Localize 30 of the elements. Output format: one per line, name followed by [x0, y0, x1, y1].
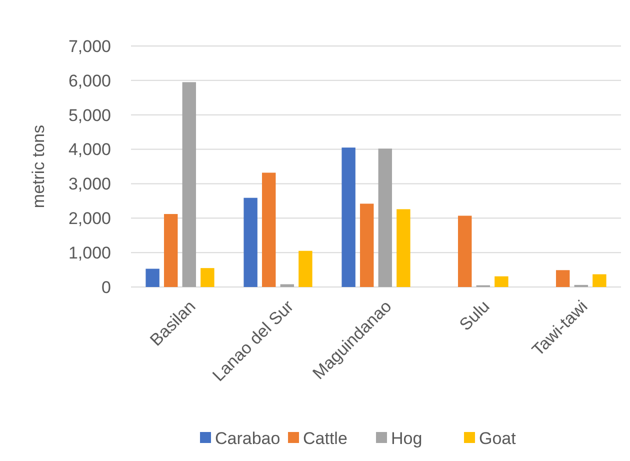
bar: [342, 148, 356, 287]
y-tick-label: 7,000: [68, 36, 111, 56]
bar: [360, 204, 374, 287]
y-tick-label: 1,000: [68, 244, 111, 263]
bar: [298, 250, 312, 287]
bar: [200, 268, 214, 287]
bar: [592, 274, 606, 287]
y-tick-label: 6,000: [68, 71, 111, 90]
legend-label: Cattle: [303, 428, 348, 448]
bar: [164, 214, 178, 287]
y-tick-label: 3,000: [68, 174, 111, 194]
legend-label: Goat: [479, 428, 516, 448]
bar: [182, 82, 196, 287]
bar: [378, 148, 392, 287]
bar: [396, 209, 410, 287]
y-tick-label: 5,000: [68, 106, 111, 125]
x-tick-label: Sulu: [456, 296, 494, 334]
bar: [556, 270, 570, 287]
legend-label: Hog: [391, 428, 422, 448]
legend-label: Carabao: [215, 428, 280, 448]
bar: [494, 276, 508, 287]
bar: [244, 198, 258, 287]
y-tick-label: 4,000: [68, 140, 111, 160]
y-tick-label: 0: [102, 278, 111, 297]
bar: [262, 172, 276, 287]
bar: [146, 268, 160, 287]
y-axis-title: metric tons: [29, 124, 48, 208]
y-tick-label: 2,000: [68, 209, 111, 228]
bar: [280, 284, 294, 287]
bar: [458, 216, 472, 287]
